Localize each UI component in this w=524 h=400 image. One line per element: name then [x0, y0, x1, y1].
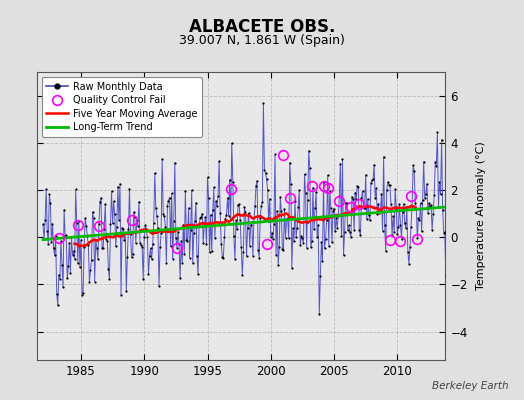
Y-axis label: Temperature Anomaly (°C): Temperature Anomaly (°C) — [476, 142, 486, 290]
Text: 39.007 N, 1.861 W (Spain): 39.007 N, 1.861 W (Spain) — [179, 34, 345, 47]
Legend: Raw Monthly Data, Quality Control Fail, Five Year Moving Average, Long-Term Tren: Raw Monthly Data, Quality Control Fail, … — [41, 77, 202, 137]
Text: Berkeley Earth: Berkeley Earth — [432, 381, 508, 391]
Text: ALBACETE OBS.: ALBACETE OBS. — [189, 18, 335, 36]
